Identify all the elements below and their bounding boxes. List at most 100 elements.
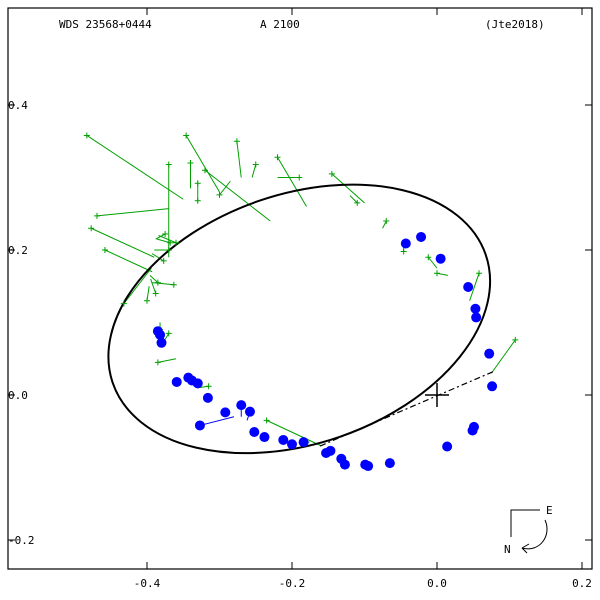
green-point xyxy=(187,160,194,166)
y-tick-label: 0.4 xyxy=(8,99,28,112)
blue-point xyxy=(287,439,297,450)
x-tick-label: 0.0 xyxy=(427,577,447,590)
green-point xyxy=(165,161,172,168)
green-point xyxy=(233,138,240,145)
green-point xyxy=(170,281,177,288)
blue-point xyxy=(202,392,213,403)
compass-east-label: E xyxy=(546,504,553,517)
blue-point xyxy=(220,407,231,418)
green-residual xyxy=(382,220,387,229)
line-of-nodes xyxy=(317,371,494,448)
compass-arrow-icon xyxy=(521,519,548,550)
green-point xyxy=(152,290,159,297)
green-point xyxy=(434,270,440,277)
green-point xyxy=(167,239,174,246)
green-point xyxy=(160,257,167,264)
green-residual xyxy=(469,273,480,301)
green-residual xyxy=(104,249,153,273)
green-residual xyxy=(331,173,365,204)
green-residual xyxy=(185,135,220,193)
green-point xyxy=(216,191,223,198)
plot-frame xyxy=(7,7,593,570)
green-residual xyxy=(90,227,155,258)
green-point xyxy=(144,297,150,304)
green-point xyxy=(263,417,270,424)
blue-point xyxy=(487,381,498,392)
green-point xyxy=(83,132,90,139)
axis-ticks: 0.2 0.0 -0.2 -0.4 0.4 0.2 0.0 -0.2 xyxy=(8,8,592,590)
green-point xyxy=(274,154,281,161)
green-point xyxy=(328,170,335,177)
green-point xyxy=(154,279,161,286)
blue-point xyxy=(471,312,482,323)
blue-point xyxy=(156,337,167,348)
observation-points xyxy=(83,132,519,472)
blue-point xyxy=(278,434,289,445)
green-point xyxy=(476,270,483,277)
reference-label: (Jte2018) xyxy=(485,18,545,31)
y-tick-label: -0.2 xyxy=(8,534,35,547)
component-label: A 2100 xyxy=(260,18,300,31)
green-point xyxy=(194,197,201,204)
green-point xyxy=(165,247,172,253)
green-residual xyxy=(86,135,184,200)
green-point xyxy=(296,174,303,181)
blue-point xyxy=(249,426,260,437)
x-tick-label: -0.2 xyxy=(279,577,306,590)
wds-id-label: WDS 23568+0444 xyxy=(59,18,152,31)
blue-point xyxy=(152,326,163,337)
green-point xyxy=(162,231,169,238)
blue-point xyxy=(298,437,309,448)
green-residual xyxy=(349,195,358,204)
blue-point xyxy=(442,441,453,452)
green-residual xyxy=(251,164,257,178)
y-tick-label: 0.0 xyxy=(8,389,28,402)
green-point xyxy=(93,212,100,219)
green-residual xyxy=(157,358,177,363)
green-residual xyxy=(157,238,171,244)
compass-north-label: N xyxy=(504,543,511,556)
orbit-curve xyxy=(107,183,494,455)
blue-point xyxy=(470,303,481,314)
green-residual xyxy=(277,156,307,207)
green-residual xyxy=(151,253,164,262)
blue-point xyxy=(484,348,495,359)
green-point xyxy=(154,359,161,366)
blue-point xyxy=(244,406,255,417)
green-residual xyxy=(236,141,242,178)
green-residual xyxy=(219,180,231,196)
blue-point xyxy=(463,281,474,292)
green-point xyxy=(194,180,201,187)
blue-point xyxy=(171,376,182,387)
green-point xyxy=(202,167,208,174)
x-tick-label: 0.2 xyxy=(572,577,592,590)
blue-point xyxy=(321,448,332,458)
green-residual xyxy=(96,208,169,217)
orbit-ellipse xyxy=(107,183,492,455)
green-point xyxy=(101,247,108,253)
blue-point xyxy=(360,459,371,470)
blue-point xyxy=(236,400,247,411)
x-tick-label: -0.4 xyxy=(134,577,161,590)
green-point xyxy=(400,248,407,255)
green-residual xyxy=(427,256,438,269)
blue-point xyxy=(435,253,446,264)
residual-lines xyxy=(86,135,516,447)
green-point xyxy=(183,132,190,139)
compass: E N xyxy=(504,504,553,556)
green-point xyxy=(173,239,179,246)
blue-point xyxy=(336,453,347,464)
blue-point xyxy=(400,238,411,249)
green-residual xyxy=(266,419,322,447)
green-residual xyxy=(204,169,271,222)
blue-point xyxy=(467,425,478,436)
green-residual xyxy=(123,267,152,304)
green-point xyxy=(88,225,95,232)
green-point xyxy=(425,254,432,261)
blue-residual xyxy=(199,416,235,426)
green-point xyxy=(512,336,519,343)
compass-east-arm xyxy=(510,509,540,537)
green-residual xyxy=(149,275,159,283)
green-point xyxy=(383,218,390,224)
